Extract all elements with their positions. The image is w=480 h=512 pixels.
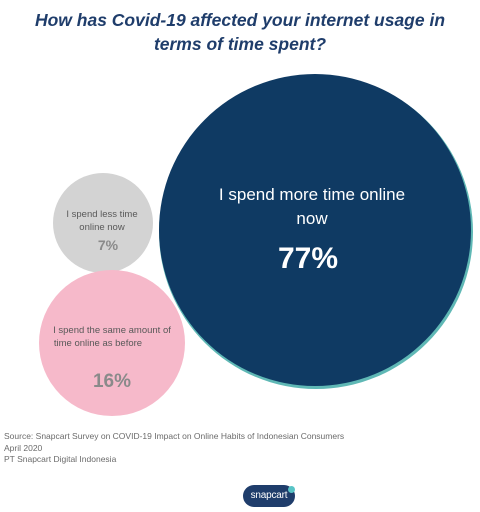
- label-more-time-line2: now: [296, 209, 328, 228]
- chart-title: How has Covid-19 affected your internet …: [34, 10, 446, 54]
- source-note: Source: Snapcart Survey on COVID-19 Impa…: [4, 431, 474, 466]
- snapcart-logo: snapcart: [243, 485, 295, 507]
- logo-dot-icon: [288, 486, 295, 493]
- label-same-time-line1: I spend the same amount of: [53, 325, 171, 336]
- label-less-time-line1: I spend less time: [66, 209, 137, 220]
- bubble-more-time: [159, 74, 471, 386]
- label-less-time-line2: online now: [79, 222, 125, 233]
- bubble-same-time: [39, 270, 185, 416]
- label-more-time-line1: I spend more time online: [219, 185, 405, 204]
- source-line-2: April 2020: [4, 442, 43, 453]
- source-line-1: Source: Snapcart Survey on COVID-19 Impa…: [4, 431, 345, 441]
- source-line-3: PT Snapcart Digital Indonesia: [4, 454, 117, 464]
- bubble-less-time: [53, 173, 153, 273]
- label-same-time-line2: time online as before: [54, 338, 142, 349]
- value-more-time: 77%: [278, 242, 338, 275]
- value-same-time: 16%: [93, 371, 131, 392]
- value-less-time: 7%: [98, 237, 119, 253]
